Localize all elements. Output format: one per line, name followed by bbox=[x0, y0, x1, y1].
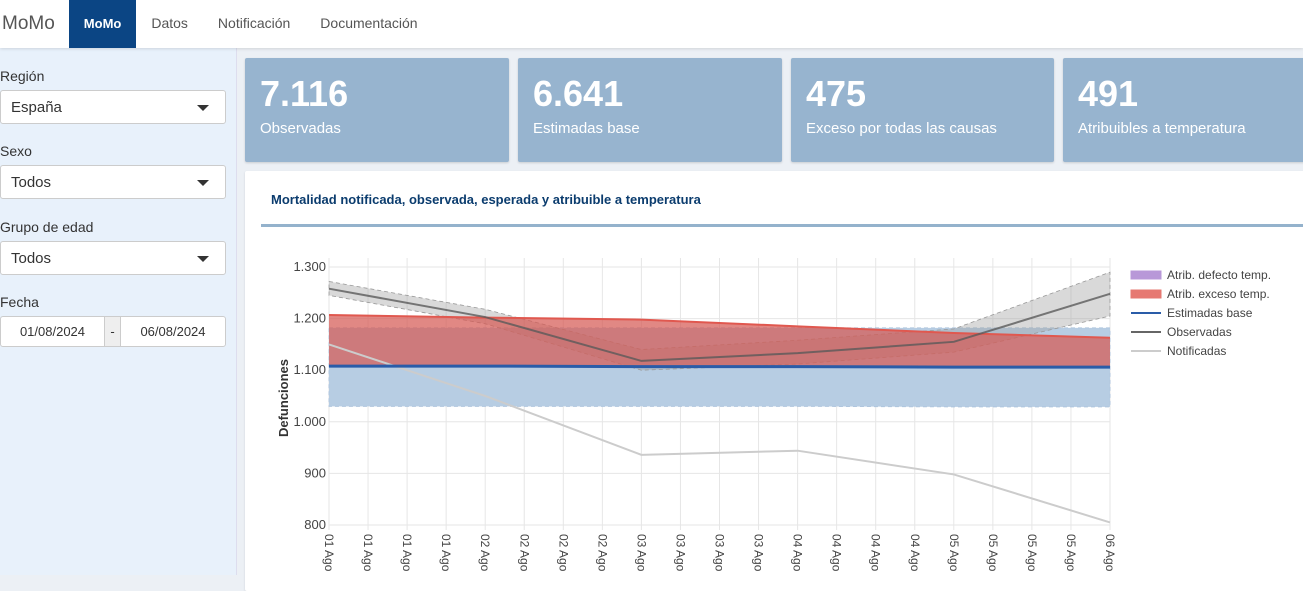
mortality-chart[interactable]: 800 900 1.000 1.100 1.200 1.300 01 Ago 01 Ago 01… bbox=[0, 0, 1303, 575]
chevron-down-icon bbox=[197, 180, 209, 186]
sexo-label: Sexo bbox=[0, 143, 32, 159]
date-to-input[interactable]: 06/08/2024 bbox=[140, 324, 206, 339]
x-tick-label: 04 Ago bbox=[830, 534, 844, 572]
region-select[interactable]: España bbox=[0, 90, 226, 124]
x-tick-label: 05 Ago bbox=[986, 534, 1000, 572]
sexo-value: Todos bbox=[11, 174, 52, 191]
legend-label[interactable]: Observadas bbox=[1167, 325, 1232, 339]
title-divider bbox=[261, 224, 1303, 227]
edad-value: Todos bbox=[11, 250, 52, 267]
region-value: España bbox=[11, 99, 62, 116]
x-tick-label: 01 Ago bbox=[361, 534, 375, 572]
x-tick-label: 04 Ago bbox=[908, 534, 922, 572]
x-tick-label: 05 Ago bbox=[1064, 534, 1078, 572]
region-label: Región bbox=[0, 68, 45, 84]
legend-label[interactable]: Atrib. exceso temp. bbox=[1167, 287, 1270, 301]
chart-title: Mortalidad notificada, observada, espera… bbox=[271, 192, 701, 207]
stat-estimadas: 6.641 Estimadas base bbox=[518, 58, 782, 162]
x-tick-label: 02 Ago bbox=[556, 534, 570, 572]
y-tick-label: 1.200 bbox=[293, 311, 326, 326]
stat-label: Exceso por todas las causas bbox=[806, 120, 997, 137]
stat-label: Estimadas base bbox=[533, 120, 640, 137]
x-tick-label: 06 Ago bbox=[1103, 534, 1117, 572]
date-from-input[interactable]: 01/08/2024 bbox=[19, 324, 86, 339]
stat-atribuibles: 491 Atribuibles a temperatura bbox=[1063, 58, 1303, 162]
fecha-label: Fecha bbox=[0, 294, 39, 310]
x-tick-label: 03 Ago bbox=[713, 534, 727, 572]
legend-label[interactable]: Estimadas base bbox=[1167, 306, 1253, 320]
tab-documentacion[interactable]: Documentación bbox=[320, 15, 418, 31]
x-tick-label: 05 Ago bbox=[1025, 534, 1039, 572]
x-tick-label: 02 Ago bbox=[595, 534, 609, 572]
stat-value: 475 bbox=[806, 73, 867, 114]
y-tick-label: 1.300 bbox=[293, 259, 326, 274]
x-tick-label: 04 Ago bbox=[791, 534, 805, 572]
chevron-down-icon bbox=[197, 105, 209, 111]
stat-label: Atribuibles a temperatura bbox=[1078, 120, 1246, 137]
y-tick-label: 900 bbox=[304, 465, 326, 480]
legend-swatch bbox=[1130, 270, 1162, 280]
x-tick-label: 03 Ago bbox=[634, 534, 648, 572]
stat-exceso: 475 Exceso por todas las causas bbox=[791, 58, 1054, 162]
x-tick-label: 03 Ago bbox=[673, 534, 687, 572]
x-tick-label: 02 Ago bbox=[478, 534, 492, 572]
tab-momo[interactable]: MoMo bbox=[68, 0, 137, 48]
edad-label: Grupo de edad bbox=[0, 219, 94, 235]
sexo-select[interactable]: Todos bbox=[0, 165, 226, 199]
stat-value: 7.116 bbox=[260, 73, 349, 114]
y-tick-label: 1.000 bbox=[293, 414, 326, 429]
brand[interactable]: MoMo bbox=[2, 13, 55, 34]
chevron-down-icon bbox=[197, 256, 209, 262]
x-tick-label: 01 Ago bbox=[322, 534, 336, 572]
edad-select[interactable]: Todos bbox=[0, 241, 226, 275]
notificadas-line bbox=[328, 343, 1111, 524]
tab-datos[interactable]: Datos bbox=[151, 15, 188, 31]
legend-label[interactable]: Notificadas bbox=[1167, 344, 1226, 358]
date-separator: - bbox=[104, 317, 121, 346]
x-tick-label: 04 Ago bbox=[869, 534, 883, 572]
stat-observadas: 7.116 Observadas bbox=[245, 58, 509, 162]
y-tick-label: 800 bbox=[304, 517, 326, 532]
tab-notificacion[interactable]: Notificación bbox=[217, 15, 291, 31]
legend-label[interactable]: Atrib. defecto temp. bbox=[1167, 268, 1271, 282]
estimadas-line bbox=[329, 364, 1110, 369]
date-range: 01/08/2024 - 06/08/2024 bbox=[0, 316, 226, 347]
y-axis-label: Defunciones bbox=[276, 359, 291, 437]
x-tick-label: 05 Ago bbox=[947, 534, 961, 572]
legend-swatch bbox=[1130, 289, 1162, 299]
navbar: MoMo MoMo Datos Notificación Documentaci… bbox=[0, 0, 1303, 48]
stat-label: Observadas bbox=[260, 120, 341, 137]
x-tick-label: 01 Ago bbox=[400, 534, 414, 572]
sidebar: Región España Sexo Todos Grupo de edad T… bbox=[0, 48, 237, 575]
x-tick-label: 02 Ago bbox=[517, 534, 531, 572]
stat-value: 491 bbox=[1078, 73, 1139, 114]
y-tick-label: 1.100 bbox=[293, 362, 326, 377]
x-tick-label: 01 Ago bbox=[439, 534, 453, 572]
stat-value: 6.641 bbox=[533, 73, 624, 114]
observadas-line bbox=[328, 287, 1111, 362]
x-tick-label: 03 Ago bbox=[752, 534, 766, 572]
